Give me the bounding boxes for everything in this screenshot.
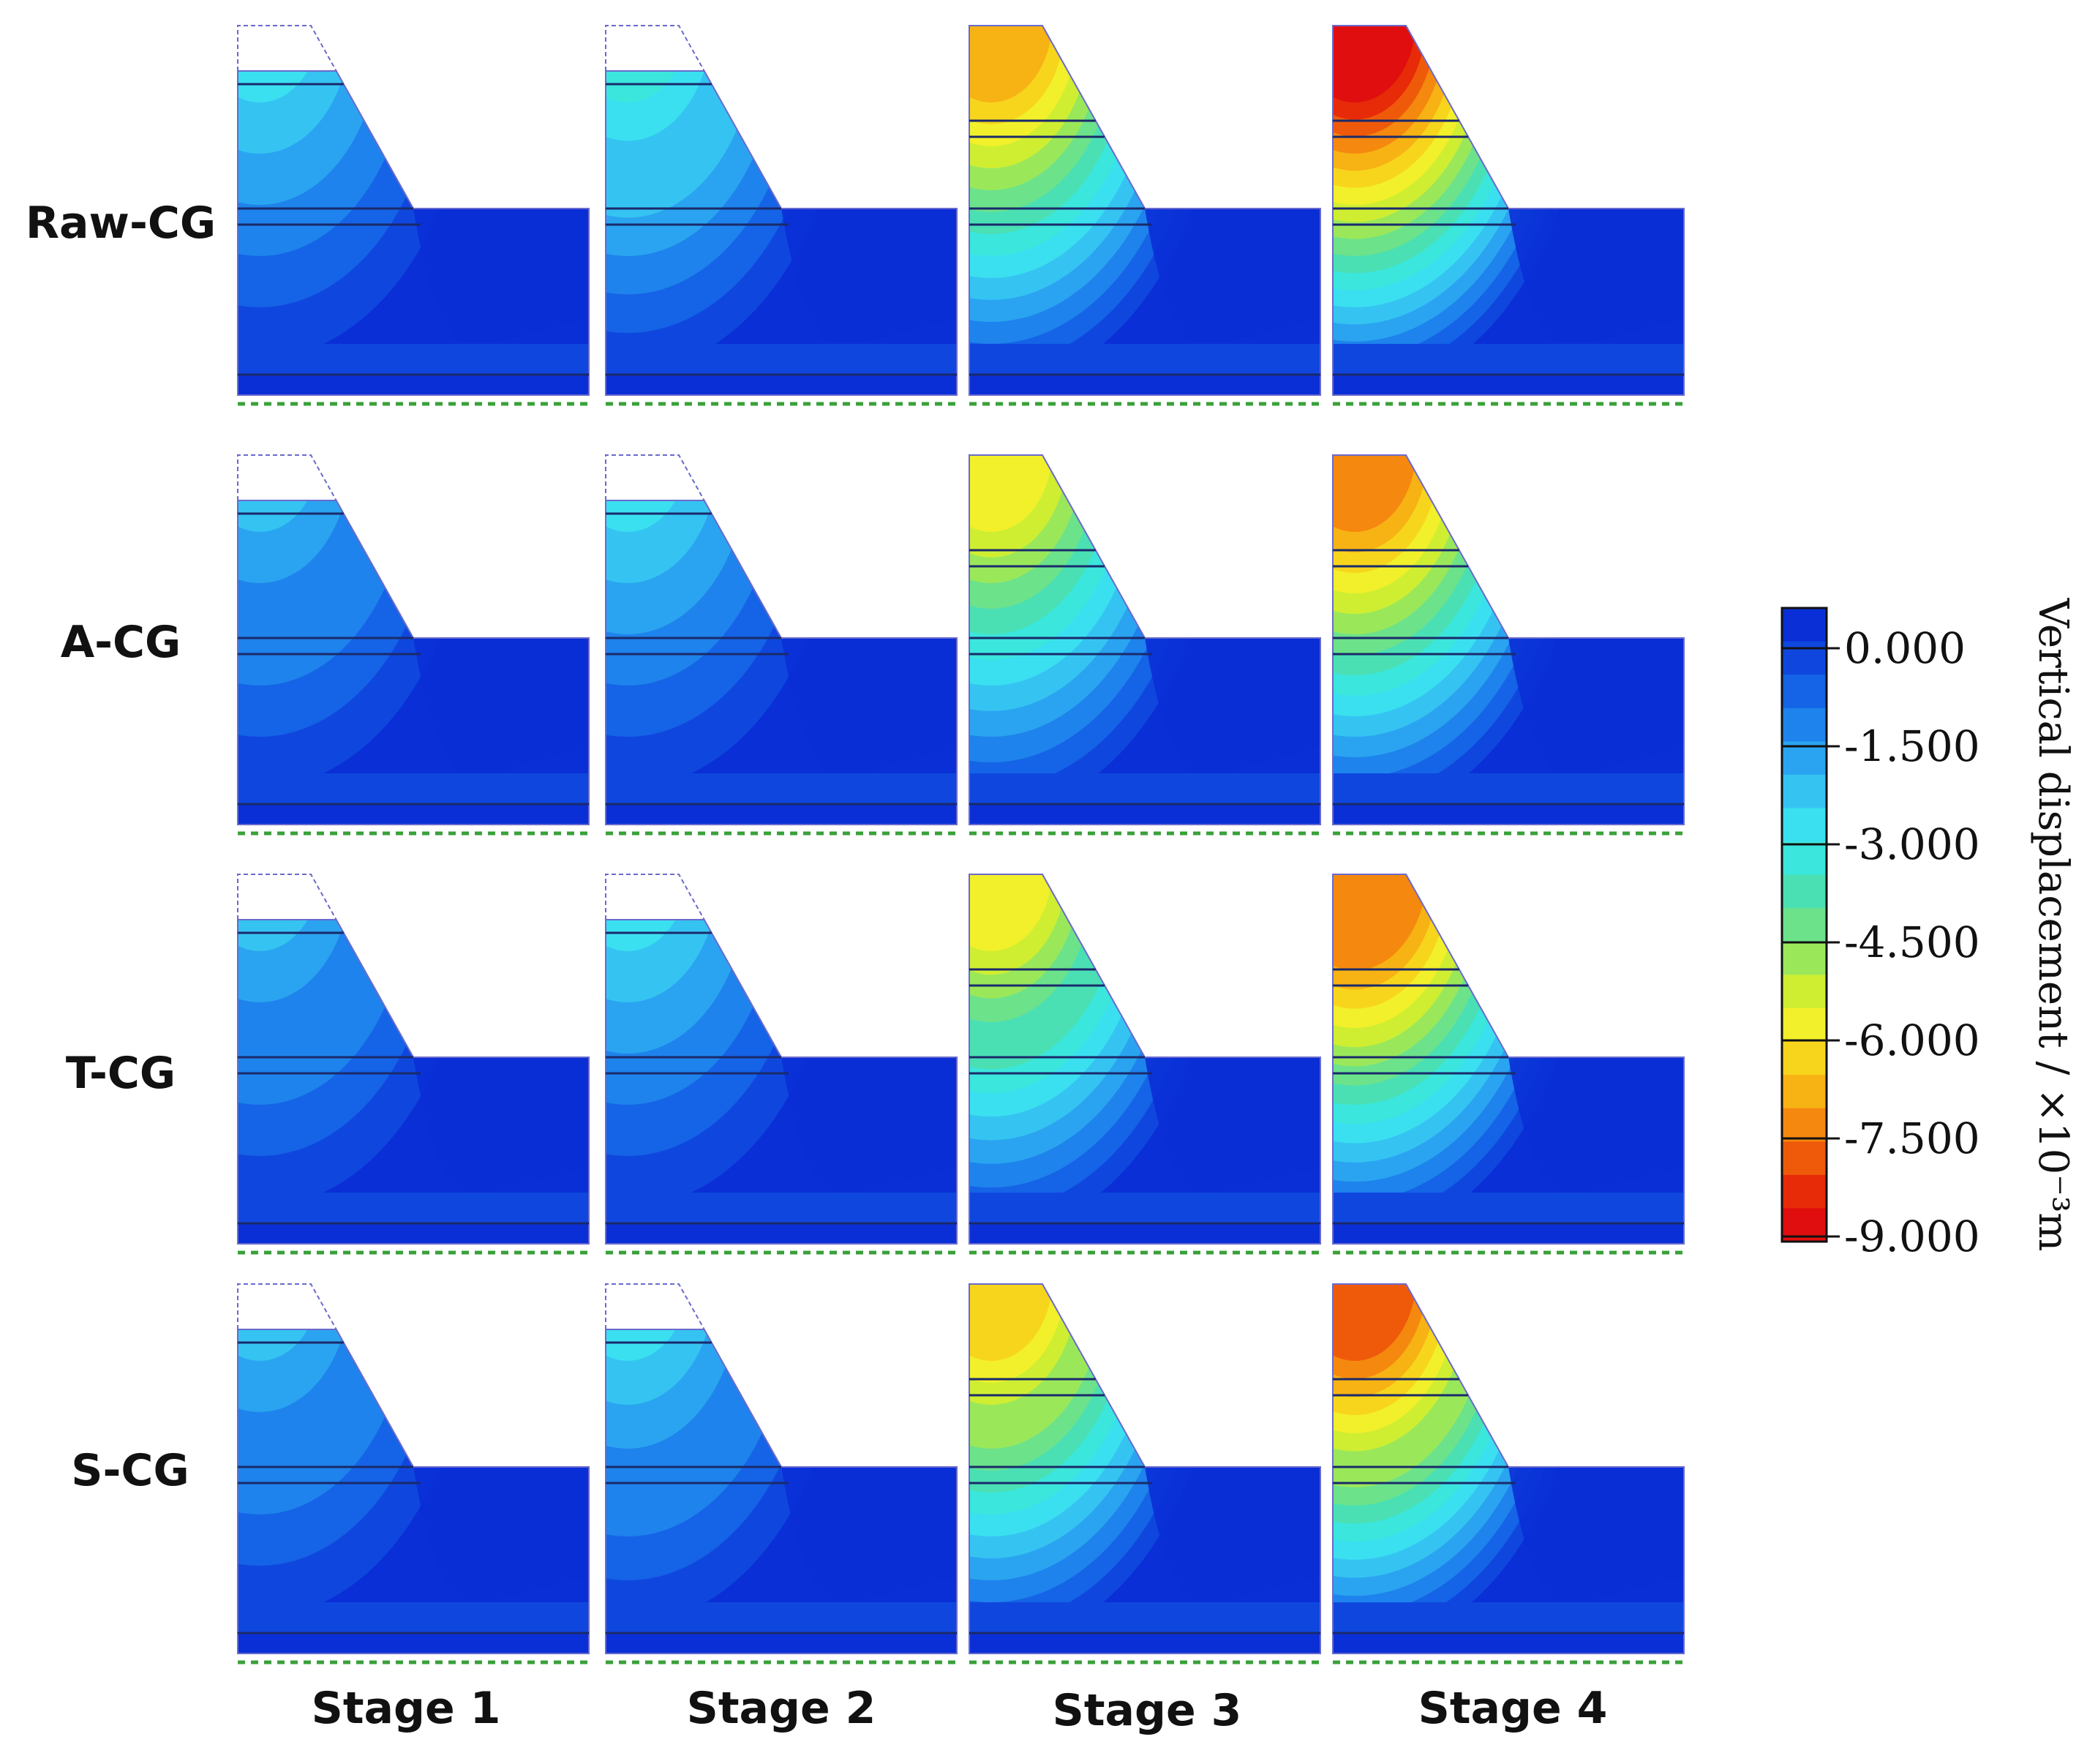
row-label-raw-cg: Raw-CG bbox=[26, 198, 216, 249]
colorbar-swatch bbox=[1782, 1174, 1827, 1209]
unfilled-outline bbox=[237, 1283, 337, 1330]
colorbar-swatch bbox=[1782, 1141, 1827, 1176]
column-label-stage-4: Stage 4 bbox=[1418, 1683, 1608, 1734]
colorbar-swatch bbox=[1782, 774, 1827, 809]
panel-raw-cg-stage-2 bbox=[605, 25, 958, 406]
colorbar-tick-label: -3.000 bbox=[1844, 819, 1980, 869]
colorbar-swatch bbox=[1782, 708, 1827, 743]
colorbar-ticks: 0.000 -1.500 -3.000 -4.500 -6.000 -7.500 -9.00… bbox=[1782, 623, 1980, 1261]
colorbar-swatch bbox=[1782, 841, 1827, 876]
unfilled-outline bbox=[237, 25, 337, 72]
column-label-stage-1: Stage 1 bbox=[312, 1683, 501, 1734]
colorbar-swatch bbox=[1782, 1108, 1827, 1143]
colorbar-swatch bbox=[1782, 1007, 1827, 1043]
column-label-stage-3: Stage 3 bbox=[1053, 1685, 1242, 1736]
colorbar-swatch bbox=[1782, 675, 1827, 709]
row-label-s-cg: S-CG bbox=[71, 1445, 189, 1496]
row-label-t-cg: T-CG bbox=[66, 1048, 176, 1099]
displacement-contours bbox=[1333, 874, 1684, 1244]
colorbar-tick-label: 0.000 bbox=[1844, 623, 1966, 673]
colorbar-swatch bbox=[1782, 908, 1827, 942]
row-label-a-cg: A-CG bbox=[61, 617, 181, 668]
panel-t-cg-stage-4 bbox=[1332, 874, 1685, 1255]
panel-a-cg-stage-2 bbox=[605, 454, 958, 836]
column-labels: Stage 1 Stage 2 Stage 3 Stage 4 bbox=[312, 1683, 1608, 1736]
colorbar-title: Vertical displacement / ×10⁻³m bbox=[2029, 598, 2077, 1252]
panel-t-cg-stage-3 bbox=[969, 874, 1321, 1255]
colorbar-swatch bbox=[1782, 975, 1827, 1009]
displacement-contours bbox=[969, 1284, 1320, 1654]
row-labels: Raw-CG A-CG T-CG S-CG bbox=[26, 198, 216, 1496]
unfilled-outline bbox=[237, 454, 337, 501]
colorbar-tick-label: -7.500 bbox=[1844, 1114, 1980, 1163]
displacement-contours bbox=[606, 500, 957, 825]
colorbar-tick-label: -6.000 bbox=[1844, 1016, 1980, 1065]
colorbar: 0.000 -1.500 -3.000 -4.500 -6.000 -7.500 -9.00… bbox=[1780, 598, 2077, 1261]
colorbar-tick-label: -9.000 bbox=[1844, 1212, 1980, 1261]
colorbar-swatch bbox=[1782, 608, 1827, 642]
column-label-stage-2: Stage 2 bbox=[687, 1683, 876, 1734]
colorbar-swatch bbox=[1782, 874, 1827, 909]
colorbar-frame bbox=[1780, 607, 1828, 1243]
colorbar-swatches bbox=[1782, 608, 1827, 1242]
panel-s-cg-stage-3 bbox=[969, 1283, 1321, 1664]
colorbar-swatch bbox=[1782, 1041, 1827, 1076]
unfilled-outline bbox=[605, 454, 705, 501]
unfilled-outline bbox=[605, 25, 705, 72]
colorbar-swatch bbox=[1782, 808, 1827, 843]
unfilled-outline bbox=[605, 874, 705, 920]
displacement-contours bbox=[969, 874, 1320, 1244]
colorbar-tick-label: -4.500 bbox=[1844, 917, 1980, 967]
panel-s-cg-stage-2 bbox=[605, 1283, 958, 1664]
displacement-contours bbox=[606, 1329, 957, 1654]
colorbar-swatch bbox=[1782, 1075, 1827, 1109]
unfilled-outline bbox=[605, 1283, 705, 1330]
colorbar-swatch bbox=[1782, 641, 1827, 676]
panel-raw-cg-stage-4 bbox=[1332, 25, 1685, 406]
panel-s-cg-stage-4 bbox=[1332, 1283, 1685, 1664]
colorbar-tick-label: -1.500 bbox=[1844, 721, 1980, 771]
panel-a-cg-stage-4 bbox=[1332, 454, 1685, 836]
panel-grid bbox=[237, 25, 1685, 1664]
displacement-contours bbox=[1333, 26, 1684, 395]
unfilled-outline bbox=[237, 874, 337, 920]
colorbar-swatch bbox=[1782, 941, 1827, 976]
